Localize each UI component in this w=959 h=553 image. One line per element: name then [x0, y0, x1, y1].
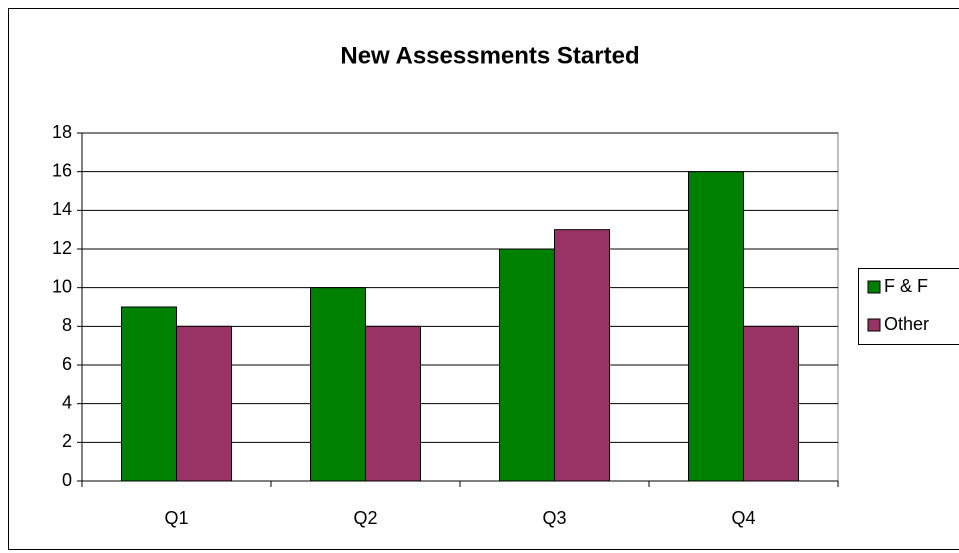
y-tick-label: 0: [62, 470, 72, 490]
bar: [499, 248, 555, 482]
x-tick-label: Q2: [353, 508, 377, 528]
x-tick-label: Q4: [731, 508, 755, 528]
legend-swatch: [867, 280, 881, 294]
y-tick-label: 10: [52, 276, 72, 296]
bar: [554, 229, 610, 482]
y-tick-label: 18: [52, 122, 72, 142]
bar: [743, 325, 799, 482]
x-tick-label: Q3: [542, 508, 566, 528]
y-tick-label: 16: [52, 160, 72, 180]
y-tick-label: 6: [62, 354, 72, 374]
bar: [310, 287, 366, 482]
y-tick-label: 4: [62, 392, 72, 412]
y-tick-label: 8: [62, 315, 72, 335]
legend-label: F & F: [884, 276, 928, 296]
legend-swatch: [867, 318, 881, 332]
legend-label: Other: [884, 314, 929, 334]
y-tick-label: 2: [62, 431, 72, 451]
x-tick-label: Q1: [164, 508, 188, 528]
bar: [688, 171, 744, 482]
bar: [365, 325, 421, 482]
bar: [121, 306, 177, 482]
y-tick-label: 14: [52, 199, 72, 219]
bar: [176, 325, 232, 482]
y-tick-label: 12: [52, 238, 72, 258]
chart-title: New Assessments Started: [340, 42, 639, 69]
